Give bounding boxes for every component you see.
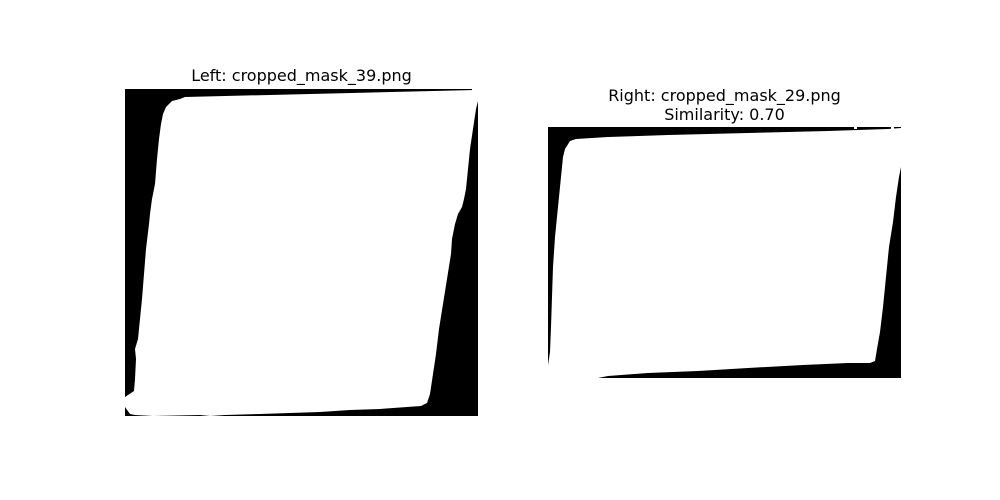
right-mask-shape (548, 128, 901, 378)
right-mask-speck (854, 127, 857, 129)
right-image-title: Right: cropped_mask_29.png Similarity: 0… (548, 86, 901, 124)
right-mask-speck (891, 127, 894, 130)
left-title-text: Left: cropped_mask_39.png (191, 66, 412, 85)
right-similarity-score: Similarity: 0.70 (548, 105, 901, 124)
right-mask-image (548, 127, 901, 378)
left-mask-shape (125, 89, 478, 416)
left-mask-edge (472, 89, 478, 92)
left-image-title: Left: cropped_mask_39.png (125, 66, 478, 85)
left-mask-image (125, 89, 478, 416)
right-title-line1: Right: cropped_mask_29.png (548, 86, 901, 105)
